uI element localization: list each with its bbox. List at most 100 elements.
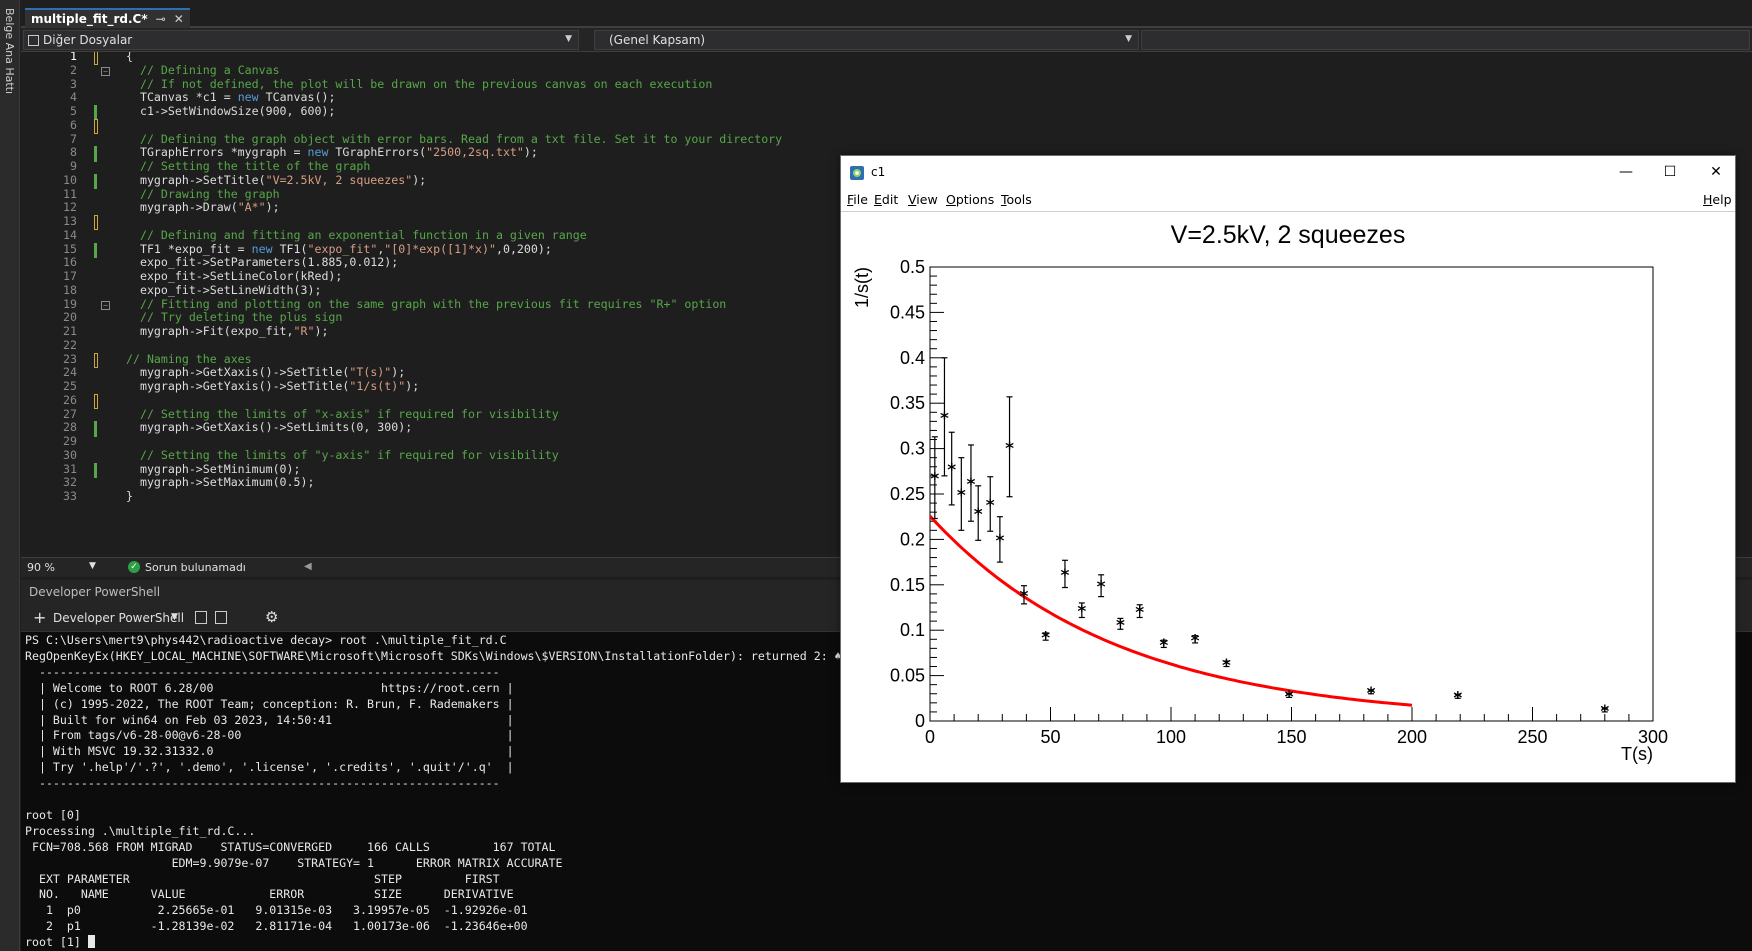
terminal-name-button[interactable]: Developer PowerShell — [53, 611, 185, 625]
code-line[interactable]: 10 mygraph->SetTitle("V=2.5kV, 2 squeeze… — [21, 172, 1752, 190]
menu-file[interactable]: File — [847, 192, 868, 207]
code-text[interactable]: TF1 *expo_fit = new TF1("expo_fit","[0]*… — [126, 241, 552, 256]
scope-dropdown[interactable]: (Genel Kapsam) ▼ — [594, 30, 1139, 50]
tab-multiple-fit-rd[interactable]: multiple_fit_rd.C* ⊸ ✕ — [25, 8, 190, 28]
code-text[interactable]: { — [126, 52, 133, 63]
gear-icon[interactable]: ⚙ — [265, 608, 279, 626]
code-text[interactable]: // Try deleting the plus sign — [139, 310, 343, 325]
code-text[interactable]: mygraph->GetXaxis()->SetTitle("T(s)"); — [126, 365, 406, 380]
code-text[interactable]: // Setting the limits of "x-axis" if req… — [139, 406, 559, 421]
issues-status[interactable]: Sorun bulunamadı — [145, 561, 246, 574]
code-text[interactable]: mygraph->GetXaxis()->SetLimits(0, 300); — [126, 420, 413, 435]
data-point: * — [957, 486, 966, 506]
code-text[interactable]: TCanvas *c1 = new TCanvas(); — [126, 90, 336, 105]
code-line[interactable]: 32 mygraph->SetMaximum(0.5); — [21, 475, 1752, 490]
member-dropdown[interactable] — [1141, 30, 1750, 50]
scatter-chart[interactable]: V=2.5kV, 2 squeezes 0 0.05 0.1 0.15 0.2 0.25 0.… — [841, 212, 1735, 783]
code-line[interactable]: 33} — [21, 489, 1752, 504]
code-text[interactable]: } — [126, 489, 133, 503]
code-line[interactable]: 3 // If not defined, the plot will be dr… — [21, 76, 1752, 92]
code-text[interactable]: TGraphErrors *mygraph = new TGraphErrors… — [126, 145, 538, 160]
code-text[interactable]: // Setting the limits of "y-axis" if req… — [139, 447, 559, 462]
code-text[interactable]: c1->SetWindowSize(900, 600); — [126, 104, 336, 118]
code-text[interactable]: // Drawing the graph — [139, 186, 280, 201]
code-text[interactable]: expo_fit->SetLineColor(kRed); — [126, 269, 343, 283]
unsaved-change-marker — [94, 393, 98, 410]
code-line[interactable]: 31 mygraph->SetMinimum(0); — [21, 461, 1752, 478]
code-line[interactable]: 17 expo_fit->SetLineColor(kRed); — [21, 269, 1752, 284]
menu-tools[interactable]: Tools — [1001, 192, 1032, 207]
code-line[interactable]: 25 mygraph->GetYaxis()->SetTitle("1/s(t)… — [21, 379, 1752, 394]
code-text[interactable]: // Defining a Canvas — [139, 62, 280, 77]
menu-view[interactable]: View — [908, 192, 938, 207]
code-line[interactable]: 26 — [21, 392, 1752, 410]
line-number: 26 — [63, 392, 77, 407]
code-line[interactable]: 4 TCanvas *c1 = new TCanvas(); — [21, 90, 1752, 105]
code-text[interactable]: mygraph->Fit(expo_fit,"R"); — [126, 324, 329, 338]
code-line[interactable]: 6 — [21, 118, 1752, 135]
code-line[interactable]: 21 mygraph->Fit(expo_fit,"R"); — [21, 324, 1752, 339]
plot-canvas[interactable]: V=2.5kV, 2 squeezes 0 0.05 0.1 0.15 0.2 0.25 0.… — [841, 211, 1735, 782]
code-line[interactable]: 24 mygraph->GetXaxis()->SetTitle("T(s)")… — [21, 365, 1752, 380]
chevron-down-icon[interactable]: ▼ — [89, 561, 96, 571]
code-line[interactable]: 14 // Defining and fitting an exponentia… — [21, 227, 1752, 243]
code-line[interactable]: 18 expo_fit->SetLineWidth(3); — [21, 282, 1752, 298]
line-number: 23 — [63, 351, 77, 366]
code-text[interactable]: expo_fit->SetLineWidth(3); — [126, 282, 322, 297]
code-text[interactable]: // Fitting and plotting on the same grap… — [139, 296, 727, 311]
window-title-bar[interactable]: c1 — ☐ ✕ — [841, 156, 1735, 189]
zoom-level[interactable]: 90 % — [27, 561, 55, 574]
fold-toggle-icon[interactable]: − — [101, 66, 110, 76]
code-line[interactable]: 20 // Try deleting the plus sign — [21, 310, 1752, 325]
code-text[interactable]: mygraph->Draw("A*"); — [126, 200, 280, 215]
code-line[interactable]: 16 expo_fit->SetParameters(1.885,0.012); — [21, 255, 1752, 270]
code-text[interactable]: mygraph->SetTitle("V=2.5kV, 2 squeezes")… — [126, 172, 427, 187]
code-line[interactable]: 29 — [21, 434, 1752, 449]
code-line[interactable]: 11 // Drawing the graph — [21, 186, 1752, 202]
code-line[interactable]: 27 // Setting the limits of "x-axis" if … — [21, 406, 1752, 422]
maximize-button[interactable]: ☐ — [1663, 164, 1677, 180]
add-terminal-icon[interactable]: + — [33, 608, 47, 627]
code-text[interactable]: // If not defined, the plot will be draw… — [139, 76, 713, 91]
code-line[interactable]: 1{ — [21, 52, 1752, 66]
code-line[interactable]: 13 — [21, 214, 1752, 231]
menu-options[interactable]: Options — [946, 192, 995, 207]
close-button[interactable]: ✕ — [1710, 164, 1722, 180]
code-line[interactable]: 22 — [21, 338, 1752, 353]
code-line[interactable]: 12 mygraph->Draw("A*"); — [21, 200, 1752, 215]
scroll-left-icon[interactable]: ◀ — [304, 561, 312, 572]
code-line[interactable]: 2 − // Defining a Canvas — [21, 62, 1752, 78]
project-dropdown[interactable]: Diğer Dosyalar ▼ — [23, 30, 579, 50]
code-text[interactable]: mygraph->GetYaxis()->SetTitle("1/s(t)"); — [126, 379, 420, 393]
code-text[interactable]: expo_fit->SetParameters(1.885,0.012); — [126, 255, 399, 270]
document-outline-strip[interactable]: Belge Ana Hattı — [0, 0, 20, 951]
code-line[interactable]: 15 TF1 *expo_fit = new TF1("expo_fit","[… — [21, 241, 1752, 258]
code-text[interactable]: // Setting the title of the graph — [139, 159, 371, 173]
pin-icon[interactable]: ⊸ — [155, 12, 166, 26]
document-outline-label[interactable]: Belge Ana Hattı — [3, 8, 16, 95]
fold-toggle-icon[interactable]: − — [101, 300, 110, 310]
minimize-button[interactable]: — — [1619, 164, 1633, 180]
menu-edit[interactable]: Edit — [874, 192, 899, 207]
code-line[interactable]: 8 TGraphErrors *mygraph = new TGraphErro… — [21, 145, 1752, 162]
code-line[interactable]: 19 − // Fitting and plotting on the same … — [21, 296, 1752, 312]
code-text[interactable]: // Defining the graph object with error … — [139, 131, 783, 146]
code-line[interactable]: 9 // Setting the title of the graph — [21, 159, 1752, 174]
y-tick-label: 0.45 — [890, 302, 925, 322]
copy-icon[interactable] — [195, 611, 207, 624]
data-point: * — [1116, 616, 1125, 636]
code-line[interactable]: 30 // Setting the limits of "y-axis" if … — [21, 447, 1752, 463]
code-text[interactable]: // Naming the axes — [126, 351, 252, 366]
chevron-down-icon[interactable]: ▼ — [171, 612, 178, 622]
paste-icon[interactable] — [215, 611, 227, 624]
code-line[interactable]: 7 // Defining the graph object with erro… — [21, 131, 1752, 147]
terminal-line: | From tags/v6-28-00@v6-28-00 | — [25, 728, 514, 743]
code-line[interactable]: 5 c1->SetWindowSize(900, 600); — [21, 104, 1752, 121]
code-line[interactable]: 23 // Naming the axes — [21, 351, 1752, 368]
menu-help[interactable]: Help — [1703, 192, 1732, 207]
code-text[interactable]: // Defining and fitting an exponential f… — [139, 227, 587, 242]
close-icon[interactable]: ✕ — [173, 12, 184, 26]
code-text[interactable]: mygraph->SetMinimum(0); — [126, 461, 301, 476]
code-text[interactable]: mygraph->SetMaximum(0.5); — [126, 475, 315, 490]
code-line[interactable]: 28 mygraph->GetXaxis()->SetLimits(0, 300… — [21, 420, 1752, 437]
